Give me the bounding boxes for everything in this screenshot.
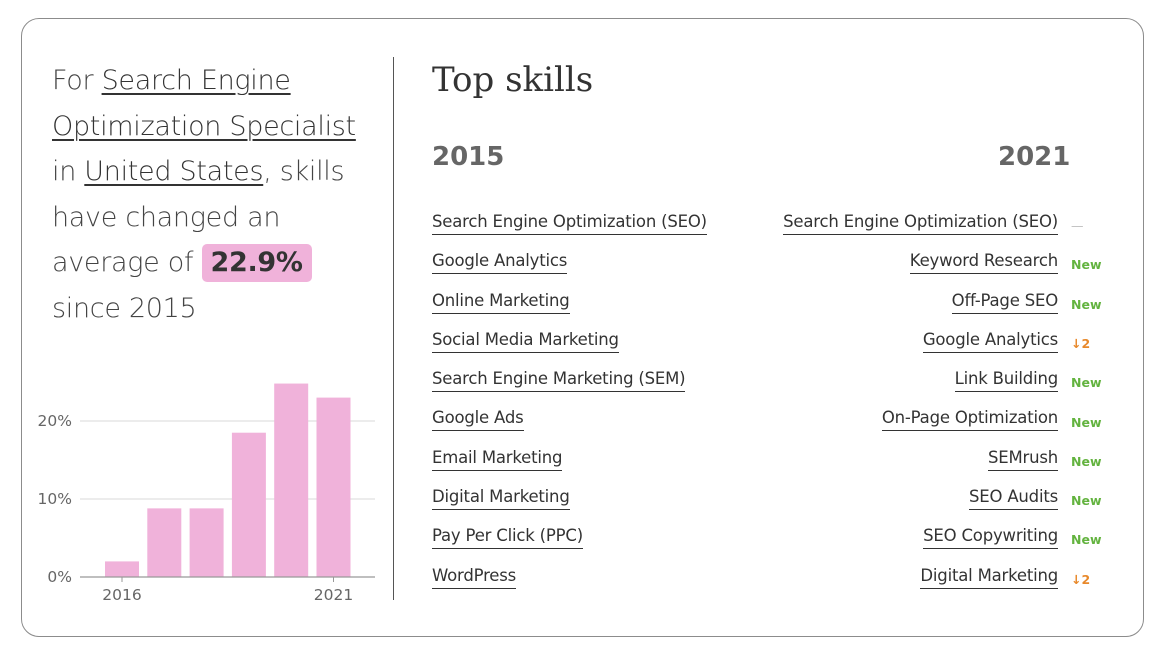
skill-link[interactable]: Google Ads <box>432 408 524 432</box>
chart-bar <box>147 508 182 577</box>
rank-down-indicator: ↓2 <box>1071 335 1091 351</box>
new-skill-badge: New <box>1071 375 1102 391</box>
job-title-link[interactable]: Search Engine Optimization Specialist <box>52 65 356 142</box>
skill-link[interactable]: Link Building <box>954 369 1058 393</box>
skill-row-2021: Off-Page SEO <box>760 290 1058 330</box>
new-skill-badge: New <box>1071 453 1102 469</box>
skills-card <box>21 18 1144 637</box>
year-label-2021: 2021 <box>998 142 1071 172</box>
skill-row-2021: Keyword Research <box>760 251 1058 290</box>
skill-link[interactable]: Social Media Marketing <box>432 329 619 353</box>
skill-row-2015: Search Engine Marketing (SEM) <box>432 369 707 408</box>
skill-link[interactable]: Search Engine Marketing (SEM) <box>432 369 686 393</box>
skill-link[interactable]: Search Engine Optimization (SEO) <box>783 212 1058 235</box>
skill-link[interactable]: On-Page Optimization <box>881 408 1058 432</box>
skill-link[interactable]: Digital Marketing <box>432 487 570 511</box>
skill-link[interactable]: Email Marketing <box>432 447 562 471</box>
skill-link[interactable]: Keyword Research <box>909 251 1058 275</box>
skill-link[interactable]: Search Engine Optimization (SEO) <box>432 212 707 235</box>
skill-row-2015: Pay Per Click (PPC) <box>432 526 707 565</box>
x-tick-label: 2016 <box>102 586 141 604</box>
unchanged-indicator: — <box>1071 218 1084 233</box>
y-tick-label: 0% <box>47 568 72 586</box>
top-skills-title: Top skills <box>432 60 594 100</box>
new-skill-badge: New <box>1071 296 1102 312</box>
skill-row-2021: Digital Marketing <box>760 565 1058 605</box>
column-divider <box>393 57 394 600</box>
skills-change-summary: For Search Engine Optimization Specialis… <box>52 58 382 331</box>
new-skill-badge: New <box>1071 493 1102 509</box>
skill-link[interactable]: Off-Page SEO <box>951 290 1058 314</box>
chart-bar <box>316 397 351 577</box>
summary-mid: in <box>52 156 85 187</box>
skill-row-2015: Search Engine Optimization (SEO) <box>432 212 707 251</box>
summary-suffix: , skills have changed an average of <box>52 156 345 278</box>
skill-row-2021: SEO Copywriting <box>760 526 1058 565</box>
skills-2015-list: Search Engine Optimization (SEO) Google A… <box>432 212 707 605</box>
new-skill-badge: New <box>1071 414 1102 430</box>
y-tick-label: 10% <box>38 490 72 508</box>
skill-link[interactable]: SEMrush <box>987 447 1058 471</box>
skill-link[interactable]: SEO Copywriting <box>923 526 1058 550</box>
skill-row-2015: Google Analytics <box>432 251 707 290</box>
location-link[interactable]: United States <box>84 156 264 187</box>
summary-since: since 2015 <box>52 292 197 324</box>
skill-link[interactable]: WordPress <box>432 565 516 589</box>
chart-bar <box>189 508 224 577</box>
year-label-2015: 2015 <box>432 142 505 172</box>
skill-row-2021: Search Engine Optimization (SEO) <box>760 212 1058 251</box>
skill-row-2021: Link Building <box>760 369 1058 408</box>
chart-bar <box>105 561 139 577</box>
change-percent-badge: 22.9% <box>201 244 312 282</box>
x-tick-label: 2021 <box>314 586 353 604</box>
skills-2021-list: Search Engine Optimization (SEO) Keyword … <box>760 212 1058 605</box>
chart-bar <box>231 432 266 577</box>
skill-row-2021: Google Analytics <box>760 329 1058 369</box>
skill-row-2015: Social Media Marketing <box>432 329 707 369</box>
skill-link[interactable]: SEO Audits <box>969 487 1058 511</box>
skill-row-2021: SEO Audits <box>760 487 1058 526</box>
skill-link[interactable]: Pay Per Click (PPC) <box>432 526 583 550</box>
skill-row-2015: Email Marketing <box>432 447 707 487</box>
skill-row-2021: On-Page Optimization <box>760 408 1058 447</box>
summary-prefix: For <box>52 65 102 96</box>
skills-change-bar-chart: 0% 10% 20% 2016 2021 <box>38 383 375 604</box>
skill-link[interactable]: Online Marketing <box>432 290 570 314</box>
new-skill-badge: New <box>1071 257 1102 273</box>
skill-row-2015: Digital Marketing <box>432 487 707 526</box>
skill-link[interactable]: Google Analytics <box>922 329 1058 353</box>
chart-bar <box>274 383 309 577</box>
skill-row-2021: SEMrush <box>760 447 1058 487</box>
skill-row-2015: Google Ads <box>432 408 707 447</box>
y-tick-label: 20% <box>38 412 72 430</box>
skill-link[interactable]: Digital Marketing <box>920 565 1058 589</box>
new-skill-badge: New <box>1071 532 1102 548</box>
skill-row-2015: WordPress <box>432 565 707 605</box>
skill-link[interactable]: Google Analytics <box>432 251 567 275</box>
skill-row-2015: Online Marketing <box>432 290 707 330</box>
rank-down-indicator: ↓2 <box>1071 571 1091 587</box>
